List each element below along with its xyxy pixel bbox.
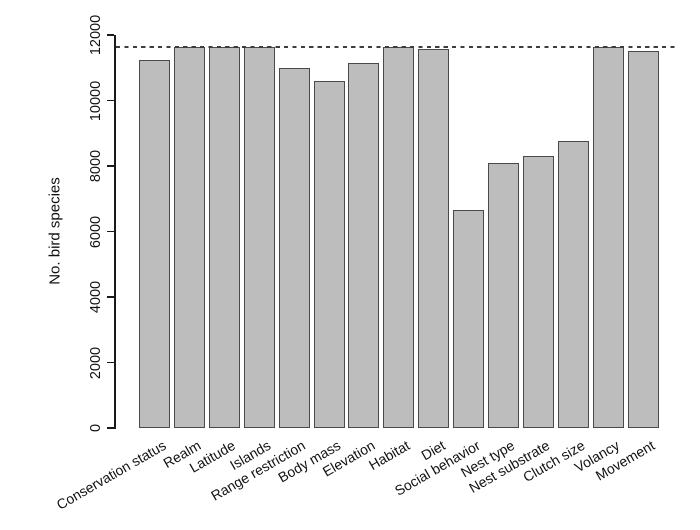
y-axis-tick [107, 361, 115, 364]
y-axis-line [114, 35, 116, 429]
y-axis-tick [107, 165, 115, 167]
y-axis-tick-label-text: 8000 [88, 149, 104, 183]
bar-conservation-status [139, 59, 170, 428]
y-axis-tick-label-text: 0 [88, 423, 104, 433]
bar-elevation [348, 62, 380, 428]
bar-volancy [592, 47, 624, 428]
bar-social-behavior [453, 209, 485, 428]
bar-nest-substrate [522, 156, 554, 428]
y-axis-tick [107, 230, 115, 233]
y-axis-title-text: No. bird species [46, 177, 64, 285]
y-axis-tick [107, 296, 115, 298]
y-axis-tick [107, 427, 115, 429]
y-axis-tick [107, 99, 115, 102]
bar-clutch-size [557, 141, 589, 428]
bar-movement [627, 51, 659, 428]
bar-range-restriction [278, 67, 310, 428]
bar-nest-type [488, 162, 519, 428]
y-axis-tick-label-text: 12000 [88, 14, 104, 56]
bar-body-mass [313, 80, 345, 428]
x-axis-label-text: Habitat [366, 437, 413, 474]
y-axis-tick [107, 34, 115, 36]
y-axis-tick-label-text: 6000 [88, 215, 104, 248]
bar-islands [243, 47, 275, 428]
x-axis-label-text: Conservation status [53, 437, 169, 513]
bar-latitude [208, 47, 240, 428]
bar-habitat [383, 47, 415, 428]
reference-dashed-line [116, 46, 677, 48]
y-axis-tick-label-text: 4000 [88, 280, 104, 314]
y-axis-tick-label-text: 2000 [88, 346, 104, 379]
bar-realm [173, 47, 205, 428]
y-axis-tick-label-text: 10000 [88, 80, 104, 121]
bar-diet [418, 49, 450, 428]
